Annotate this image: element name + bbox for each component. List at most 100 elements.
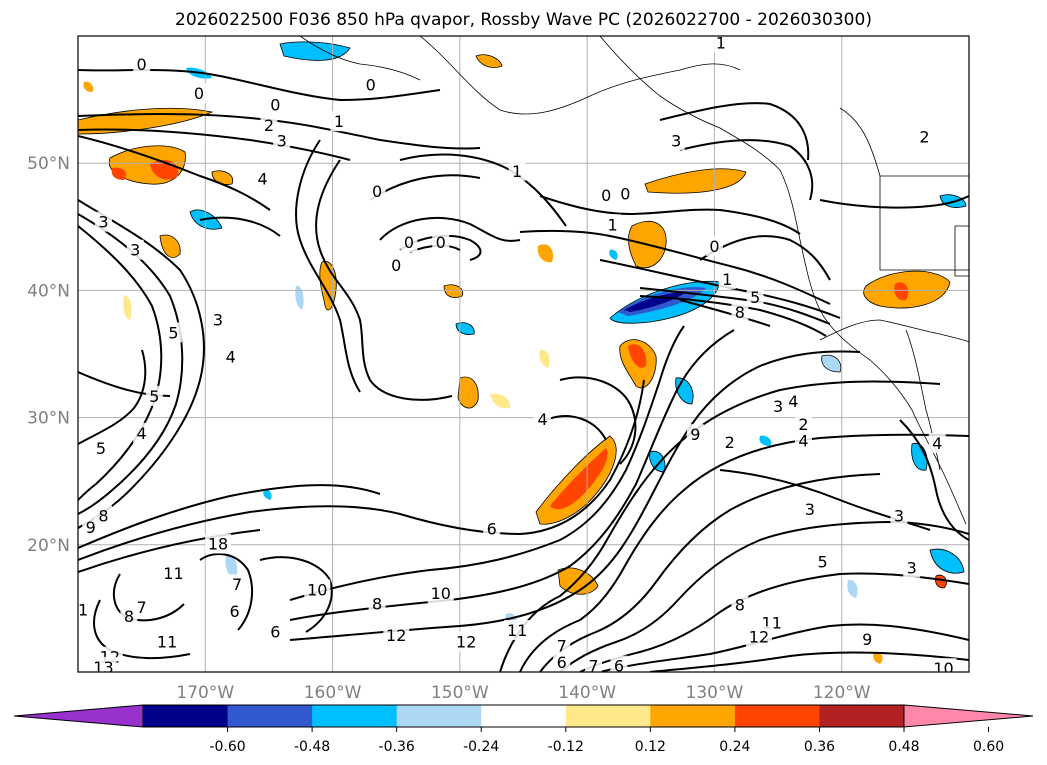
colorbar-tick-label: 0.12	[635, 739, 666, 755]
contour-label: 1	[722, 270, 732, 289]
contour-label: 6	[487, 519, 497, 538]
contour-label-bg	[266, 621, 284, 642]
longitude-label: 130°W	[686, 683, 744, 703]
contour-label-bg	[453, 631, 480, 652]
contour-label: 6	[614, 657, 624, 676]
contour-label-bg	[890, 505, 908, 526]
contour-label: 11	[157, 632, 177, 651]
contour-label-bg	[784, 391, 802, 412]
map-title: 2026022500 F036 850 hPa qvapor, Rossby W…	[175, 10, 872, 30]
contour-label: 4	[932, 434, 942, 453]
contour-label: 12	[749, 627, 769, 646]
colorbar-tick-label: -0.60	[209, 739, 245, 755]
colorbar-tick-label: -0.36	[379, 739, 415, 755]
contour-label-bg	[154, 631, 181, 652]
contour-label: 4	[257, 169, 267, 188]
contour-label-bg	[746, 286, 764, 307]
contour-label: 11	[163, 564, 183, 583]
contour-label: 6	[229, 602, 239, 621]
contour-label-bg	[260, 115, 278, 136]
colorbar-segment	[565, 705, 651, 727]
contour-label-bg	[304, 579, 331, 600]
map-frame	[77, 35, 970, 673]
contour-label-bg	[616, 183, 634, 204]
colorbar-tick-label: 0.36	[804, 739, 835, 755]
colorbar-tick-label: 0.48	[888, 739, 919, 755]
colorbar-tick-label: 0.60	[973, 739, 1004, 755]
contour-label-bg	[126, 239, 144, 260]
contour-label-bg	[721, 431, 739, 452]
colorbar-segment	[819, 705, 905, 727]
contour-label-bg	[164, 322, 182, 343]
colorbar-max-extend	[903, 704, 1034, 728]
contour-label-bg	[553, 635, 571, 656]
contour-label: 3	[213, 311, 223, 330]
contour-label: 4	[537, 410, 547, 429]
contour-label-bg	[604, 214, 622, 235]
contour-label-bg	[226, 600, 244, 621]
contour-label: 10	[933, 659, 953, 678]
colorbar-tick-label: -0.12	[548, 739, 584, 755]
contour-label: 3	[277, 131, 287, 150]
contour-label: 6	[270, 622, 280, 641]
contour-label-bg	[160, 562, 187, 583]
contour-label-bg	[731, 594, 749, 615]
contour-label-bg	[903, 557, 921, 578]
contour-label-bg	[133, 422, 151, 443]
contour-label-bg	[94, 211, 112, 232]
contour-label-bg	[228, 574, 246, 595]
contour-label-bg	[90, 656, 117, 672]
contour-label: 0	[194, 84, 204, 103]
contour-label: 3	[130, 241, 140, 260]
contour-label: 2	[919, 127, 929, 146]
contour-label: 0	[709, 237, 719, 256]
contour-label: 1	[716, 33, 726, 52]
contour-label: 4	[788, 392, 798, 411]
contour-label: 0	[436, 233, 446, 252]
contour-label-bg	[387, 254, 405, 275]
contour-label: 11	[68, 601, 88, 620]
contour-label: 12	[456, 632, 476, 651]
colorbar-segment	[227, 705, 313, 727]
contour-label: 3	[805, 500, 815, 519]
contour-label: 0	[270, 96, 280, 115]
contour-label-bg	[731, 302, 749, 323]
contour-label-bg	[483, 518, 501, 539]
contour-label-bg	[915, 126, 933, 147]
contour-label: 4	[137, 424, 147, 443]
contour-label-bg	[553, 651, 571, 672]
contour-label: 0	[404, 233, 414, 252]
colorbar-tick-label: -0.24	[463, 739, 499, 755]
contour-label-bg	[273, 130, 291, 151]
contour-label: 2	[725, 433, 735, 452]
contour-label-bg	[585, 655, 603, 672]
longitude-label: 170°W	[176, 683, 234, 703]
colorbar-segment	[312, 705, 398, 727]
longitude-label: 160°W	[304, 683, 362, 703]
contour-label-bg	[222, 346, 240, 367]
contour-label: 3	[894, 507, 904, 526]
contour-label-bg	[94, 505, 112, 526]
contour-label: 0	[366, 75, 376, 94]
contour-label-bg	[362, 74, 380, 95]
contour-label-bg	[254, 168, 272, 189]
latitude-label: 40°N	[27, 281, 70, 301]
contour-label-bg	[769, 396, 787, 417]
colorbar-segment	[481, 705, 567, 727]
contour-label-bg	[145, 385, 163, 406]
contour-label: 8	[735, 596, 745, 615]
contour-label-bg	[795, 413, 813, 434]
contour-label: 0	[391, 256, 401, 275]
contour-label: 12	[386, 626, 406, 645]
contour-label: 18	[208, 535, 228, 554]
colorbar-tick-labels: -0.60 -0.48 -0.36 -0.24 -0.12 0.12 0.24 0.36 0.4…	[209, 727, 1004, 755]
contour-label-bg	[718, 268, 736, 289]
contour-label: 9	[86, 518, 96, 537]
latitude-labels: 50°N 40°N 30°N 20°N	[27, 154, 70, 556]
contour-label: 2	[264, 116, 274, 135]
contour-label-bg	[801, 499, 819, 520]
contour-label: 13	[93, 658, 113, 677]
contour-label: 7	[557, 636, 567, 655]
